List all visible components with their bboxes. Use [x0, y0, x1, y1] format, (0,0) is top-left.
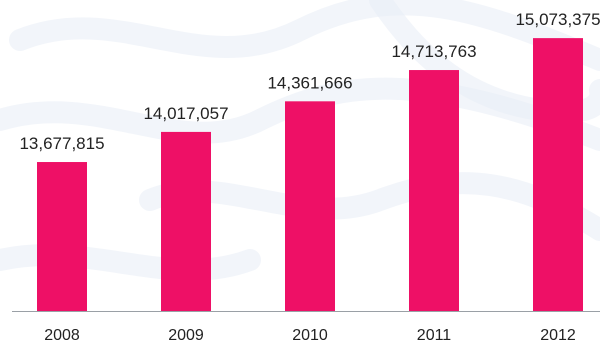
x-tick-label-2011: 2011: [417, 327, 452, 344]
watermark-swirl-5: [0, 244, 261, 281]
watermark-decoration: [0, 0, 600, 281]
watermark-swirl-2: [0, 77, 600, 151]
x-tick-label-2010: 2010: [292, 327, 328, 344]
value-labels-group: 13,677,815 14,017,057 14,361,666 14,713,763…: [19, 10, 600, 153]
bar-2010: [285, 101, 335, 311]
watermark-swirl-4: [139, 172, 600, 241]
bars-group: [37, 38, 583, 311]
value-label-2010: 14,361,666: [267, 73, 352, 92]
x-tick-label-2009: 2009: [168, 327, 204, 344]
value-label-2012: 15,073,375: [515, 10, 600, 29]
value-label-2008: 13,677,815: [19, 134, 104, 153]
watermark-swirl-1: [9, 0, 600, 71]
bar-2011: [409, 70, 459, 311]
x-tick-label-2008: 2008: [44, 327, 80, 344]
bar-2009: [161, 131, 211, 311]
value-label-2011: 14,713,763: [391, 42, 476, 61]
x-axis: 2008 2009 2010 2011 2012: [12, 311, 600, 344]
value-label-2009: 14,017,057: [143, 104, 228, 123]
x-tick-label-2012: 2012: [540, 327, 576, 344]
bar-2008: [37, 162, 87, 311]
bar-2012: [533, 38, 583, 311]
